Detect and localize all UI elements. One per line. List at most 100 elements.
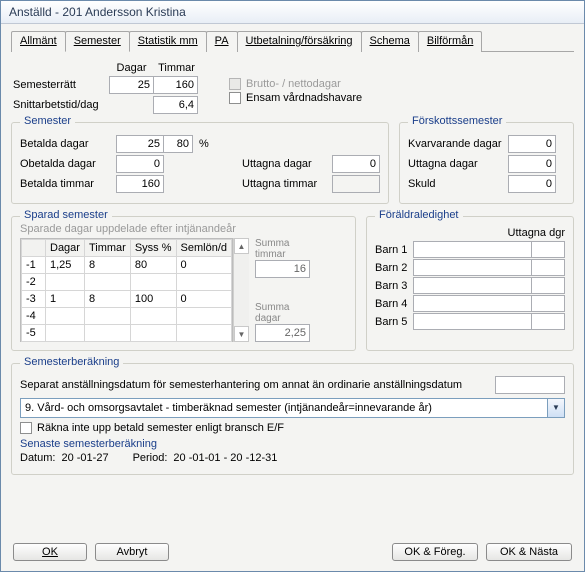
betalda-dagar-label: Betalda dagar bbox=[20, 138, 116, 150]
tab-bilforman[interactable]: Bilförmån bbox=[418, 31, 482, 52]
barn-label: Barn 1 bbox=[375, 244, 413, 256]
table-row[interactable]: -4 bbox=[22, 308, 232, 325]
tab-semester[interactable]: Semester bbox=[65, 31, 130, 52]
tab-label: Schema bbox=[370, 35, 410, 47]
window-title: Anställd - 201 Andersson Kristina bbox=[1, 1, 584, 24]
hdr-dagar: Dagar bbox=[109, 62, 154, 74]
summa-timmar-val: 16 bbox=[255, 260, 310, 278]
tab-statistik[interactable]: Statistik mm bbox=[129, 31, 207, 52]
rakna-checkbox[interactable] bbox=[20, 422, 32, 434]
legend-forskott: Förskottssemester bbox=[408, 115, 506, 127]
forskott-uttagna-input[interactable]: 0 bbox=[508, 155, 556, 173]
uttagna-dagar-input[interactable]: 0 bbox=[332, 155, 380, 173]
obetalda-input[interactable]: 0 bbox=[116, 155, 164, 173]
btn-label: OK & Nästa bbox=[500, 546, 558, 558]
th-syss: Syss % bbox=[130, 240, 176, 257]
avtal-combobox[interactable]: 9. Vård- och omsorgsavtalet - timberäkna… bbox=[20, 398, 565, 418]
semesterratt-dagar[interactable]: 25 bbox=[109, 76, 154, 94]
uttagna-timmar-input[interactable] bbox=[332, 175, 380, 193]
barn-label: Barn 3 bbox=[375, 280, 413, 292]
scroll-down-icon[interactable]: ▼ bbox=[234, 326, 249, 342]
table-row[interactable]: -5 bbox=[22, 325, 232, 342]
ensam-checkbox[interactable] bbox=[229, 92, 241, 104]
hdr-timmar: Timmar bbox=[154, 62, 199, 74]
barn-days-input[interactable] bbox=[531, 241, 565, 258]
obetalda-label: Obetalda dagar bbox=[20, 158, 116, 170]
uttagna-timmar-label: Uttagna timmar bbox=[242, 178, 332, 190]
barn-label: Barn 2 bbox=[375, 262, 413, 274]
tab-schema[interactable]: Schema bbox=[361, 31, 419, 52]
barn-days-input[interactable] bbox=[531, 313, 565, 330]
legend-foraldra: Föräldraledighet bbox=[375, 209, 463, 221]
scroll-up-icon[interactable]: ▲ bbox=[234, 238, 249, 254]
barn-input[interactable] bbox=[413, 313, 531, 330]
th-semlon: Semlön/d bbox=[176, 240, 231, 257]
group-forskott: Förskottssemester Kvarvarande dagar0 Utt… bbox=[399, 122, 574, 204]
dialog-content: Allmänt Semester Statistik mm PA Utbetal… bbox=[1, 24, 584, 533]
group-berakning: Semesterberäkning Separat anställningsda… bbox=[11, 363, 574, 475]
tab-label: Utbetalning/försäkring bbox=[246, 35, 353, 47]
barn-days-input[interactable] bbox=[531, 259, 565, 276]
sparad-table[interactable]: Dagar Timmar Syss % Semlön/d -11,258800 … bbox=[20, 238, 233, 342]
barn-input[interactable] bbox=[413, 259, 531, 276]
semesterratt-label: Semesterrätt bbox=[13, 79, 109, 91]
ok-prev-button[interactable]: OK & Föreg. bbox=[392, 543, 478, 561]
scrollbar[interactable]: ▲ ▼ bbox=[233, 238, 249, 342]
top-block: Dagar Timmar Semesterrätt 25 160 Snittar… bbox=[13, 60, 572, 116]
betalda-timmar-input[interactable]: 160 bbox=[116, 175, 164, 193]
barn-days-input[interactable] bbox=[531, 277, 565, 294]
btn-label: Avbryt bbox=[117, 546, 148, 558]
skuld-label: Skuld bbox=[408, 178, 508, 190]
datum-label: Datum: bbox=[20, 452, 55, 464]
barn-label: Barn 5 bbox=[375, 316, 413, 328]
skuld-input[interactable]: 0 bbox=[508, 175, 556, 193]
group-semester: Semester Betalda dagar 25 80 % Obetalda … bbox=[11, 122, 389, 204]
forskott-uttagna-label: Uttagna dagar bbox=[408, 158, 508, 170]
legend-berakning: Semesterberäkning bbox=[20, 356, 123, 368]
tab-pa[interactable]: PA bbox=[206, 31, 238, 52]
summa-dagar-label: Summa dagar bbox=[255, 302, 310, 324]
semesterratt-timmar[interactable]: 160 bbox=[153, 76, 198, 94]
table-row[interactable]: -11,258800 bbox=[22, 257, 232, 274]
barn-input[interactable] bbox=[413, 295, 531, 312]
ok-button[interactable]: OK bbox=[13, 543, 87, 561]
kvarvarande-label: Kvarvarande dagar bbox=[408, 138, 508, 150]
tab-label: PA bbox=[215, 35, 229, 47]
datum-value: 20 -01-27 bbox=[61, 452, 108, 464]
list-item: Barn 2 bbox=[375, 259, 565, 276]
barn-label: Barn 4 bbox=[375, 298, 413, 310]
summa-timmar-label: Summa timmar bbox=[255, 238, 310, 260]
rakna-label: Räkna inte upp betald semester enligt br… bbox=[37, 422, 284, 434]
foraldra-header: Uttagna dgr bbox=[375, 227, 565, 239]
barn-days-input[interactable] bbox=[531, 295, 565, 312]
ok-next-button[interactable]: OK & Nästa bbox=[486, 543, 572, 561]
th-timmar: Timmar bbox=[84, 240, 130, 257]
tab-label: Allmänt bbox=[20, 35, 57, 47]
betalda-dagar-input[interactable]: 25 bbox=[116, 135, 164, 153]
kvarvarande-input[interactable]: 0 bbox=[508, 135, 556, 153]
list-item: Barn 1 bbox=[375, 241, 565, 258]
brutto-label: Brutto- / nettodagar bbox=[246, 78, 341, 90]
tab-allmant[interactable]: Allmänt bbox=[11, 31, 66, 52]
cancel-button[interactable]: Avbryt bbox=[95, 543, 169, 561]
summa-dagar-val: 2,25 bbox=[255, 324, 310, 342]
chevron-down-icon[interactable]: ▼ bbox=[547, 399, 564, 417]
table-row[interactable]: -3181000 bbox=[22, 291, 232, 308]
window: Anställd - 201 Andersson Kristina Allmän… bbox=[0, 0, 585, 572]
btn-label: OK bbox=[42, 546, 58, 558]
tab-bar: Allmänt Semester Statistik mm PA Utbetal… bbox=[11, 30, 574, 52]
list-item: Barn 4 bbox=[375, 295, 565, 312]
period-label: Period: bbox=[133, 452, 168, 464]
pct-sign: % bbox=[199, 138, 209, 150]
legend-semester: Semester bbox=[20, 115, 75, 127]
barn-input[interactable] bbox=[413, 277, 531, 294]
tab-label: Semester bbox=[74, 35, 121, 47]
barn-input[interactable] bbox=[413, 241, 531, 258]
group-foraldra: Föräldraledighet Uttagna dgr Barn 1 Barn… bbox=[366, 216, 574, 351]
separat-date-input[interactable] bbox=[495, 376, 565, 394]
snitt-input[interactable]: 6,4 bbox=[153, 96, 198, 114]
tab-label: Statistik mm bbox=[138, 35, 198, 47]
table-row[interactable]: -2 bbox=[22, 274, 232, 291]
tab-utbetalning[interactable]: Utbetalning/försäkring bbox=[237, 31, 362, 52]
betalda-pct-input[interactable]: 80 bbox=[163, 135, 193, 153]
